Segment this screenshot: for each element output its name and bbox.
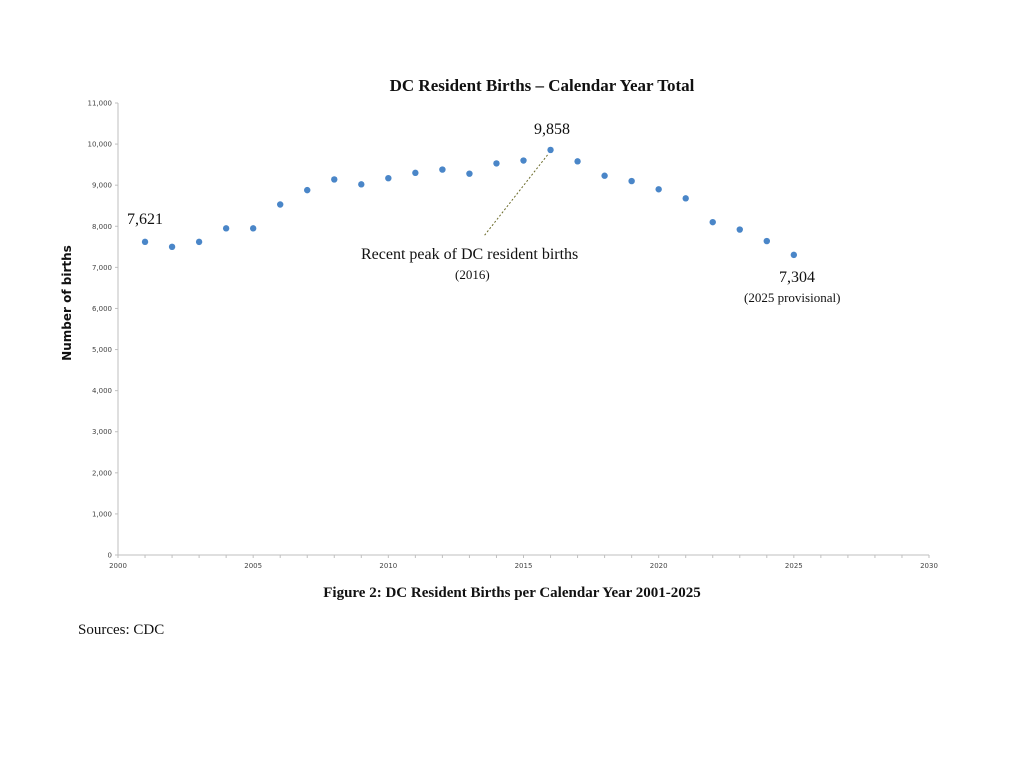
data-point — [547, 146, 554, 154]
y-tick-label: 11,000 — [88, 100, 113, 108]
x-tick-label: 2030 — [920, 562, 938, 570]
data-point — [277, 201, 284, 208]
x-tick-label: 2000 — [109, 562, 127, 570]
data-point — [493, 160, 500, 167]
data-point — [466, 170, 473, 177]
data-point — [439, 166, 446, 173]
y-tick-label: 6,000 — [92, 305, 112, 313]
y-tick-label: 5,000 — [92, 346, 112, 354]
chart-title: DC Resident Births – Calendar Year Total — [389, 76, 695, 95]
figure-caption: Figure 2: DC Resident Births per Calenda… — [323, 585, 701, 601]
data-point — [574, 158, 581, 165]
peak-note-year-label: (2016) — [455, 267, 490, 282]
data-point — [358, 181, 365, 188]
y-tick-label: 4,000 — [92, 387, 112, 395]
x-tick-labels: 2000 2005 2010 2015 2020 2025 2030 — [109, 562, 938, 570]
y-tick-label: 7,000 — [92, 264, 112, 272]
data-point — [412, 169, 419, 177]
data-point — [790, 251, 798, 259]
data-point — [655, 186, 662, 193]
data-point — [249, 225, 257, 232]
data-point — [682, 195, 689, 202]
data-point — [195, 238, 203, 246]
data-point — [222, 225, 230, 232]
peak-value-label: 9,858 — [534, 121, 570, 138]
data-point — [763, 237, 770, 245]
data-point — [331, 176, 338, 183]
x-tick-label: 2015 — [515, 562, 533, 570]
data-point — [168, 243, 176, 251]
peak-leader-line — [483, 154, 548, 237]
x-tick-label: 2025 — [785, 562, 803, 570]
last-note-label: (2025 provisional) — [744, 290, 841, 305]
data-point — [736, 226, 743, 233]
y-tick-label: 2,000 — [92, 469, 112, 477]
x-tick-label: 2020 — [650, 562, 668, 570]
data-point — [709, 218, 716, 226]
data-point — [385, 174, 392, 182]
y-tick-label: 0 — [108, 552, 112, 560]
x-tick-label: 2005 — [244, 562, 262, 570]
data-point — [304, 186, 311, 194]
y-tick-label: 1,000 — [92, 510, 112, 518]
peak-note-label: Recent peak of DC resident births — [361, 246, 579, 263]
y-tick-label: 8,000 — [92, 223, 112, 231]
y-tick-labels: 0 1,000 2,000 3,000 4,000 5,000 6,000 7,000 8,00… — [88, 100, 113, 560]
data-point — [601, 172, 608, 179]
data-point — [628, 177, 635, 185]
first-value-label: 7,621 — [127, 211, 163, 228]
data-point — [141, 238, 149, 246]
y-tick-label: 3,000 — [92, 428, 112, 436]
last-value-label: 7,304 — [779, 269, 815, 286]
y-tick-label: 9,000 — [92, 182, 112, 190]
axes — [115, 102, 930, 558]
sources-note: Sources: CDC — [78, 622, 165, 638]
data-points — [141, 146, 798, 259]
x-tick-label: 2010 — [379, 562, 397, 570]
data-point — [520, 157, 527, 164]
y-tick-label: 10,000 — [88, 141, 113, 149]
